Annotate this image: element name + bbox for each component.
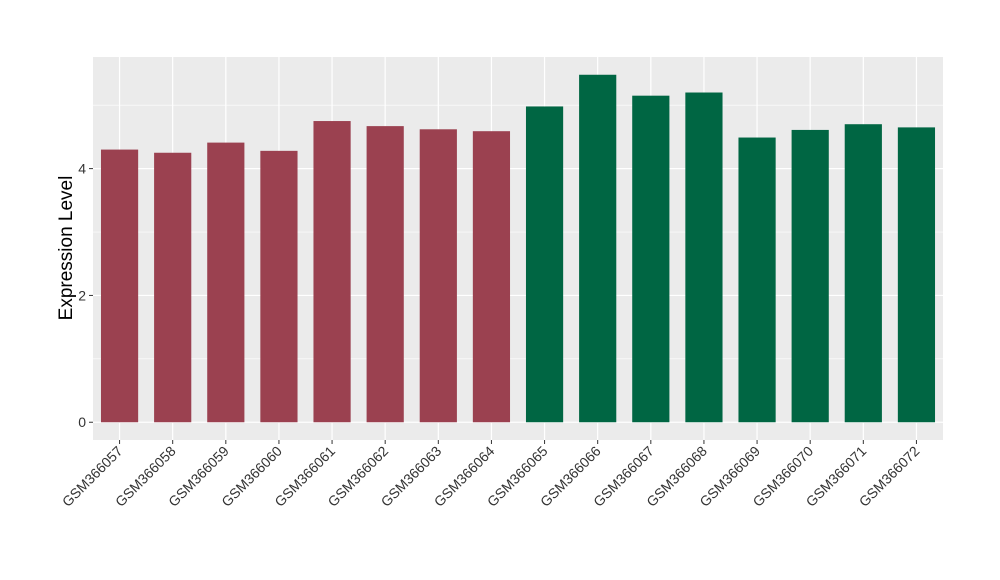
bar-GSM366070: [791, 129, 829, 423]
bar-GSM366062: [366, 126, 404, 423]
y-tick-label: 4: [78, 161, 86, 177]
bar-GSM366058: [154, 152, 192, 423]
bar-GSM366064: [472, 131, 511, 423]
bar-GSM366066: [579, 74, 617, 423]
x-axis: GSM366057GSM366058GSM366059GSM366060GSM3…: [59, 440, 923, 510]
bar-GSM366068: [685, 92, 723, 423]
bar-GSM366063: [419, 129, 457, 423]
bar-GSM366061: [313, 121, 351, 423]
y-axis-title: Expression Level: [56, 176, 77, 321]
bar-GSM366060: [260, 150, 298, 423]
y-tick-label: 0: [78, 414, 86, 430]
bar-GSM366072: [897, 127, 936, 423]
bar-GSM366071: [844, 124, 882, 423]
bar-GSM366067: [632, 95, 670, 423]
bar-GSM366057: [100, 149, 139, 423]
bar-GSM366065: [525, 106, 564, 423]
y-axis: 0 2 4: [78, 161, 93, 430]
y-tick-label: 2: [78, 287, 86, 303]
bar-GSM366059: [207, 142, 245, 423]
bars: [100, 74, 936, 423]
bar-GSM366069: [738, 137, 776, 423]
